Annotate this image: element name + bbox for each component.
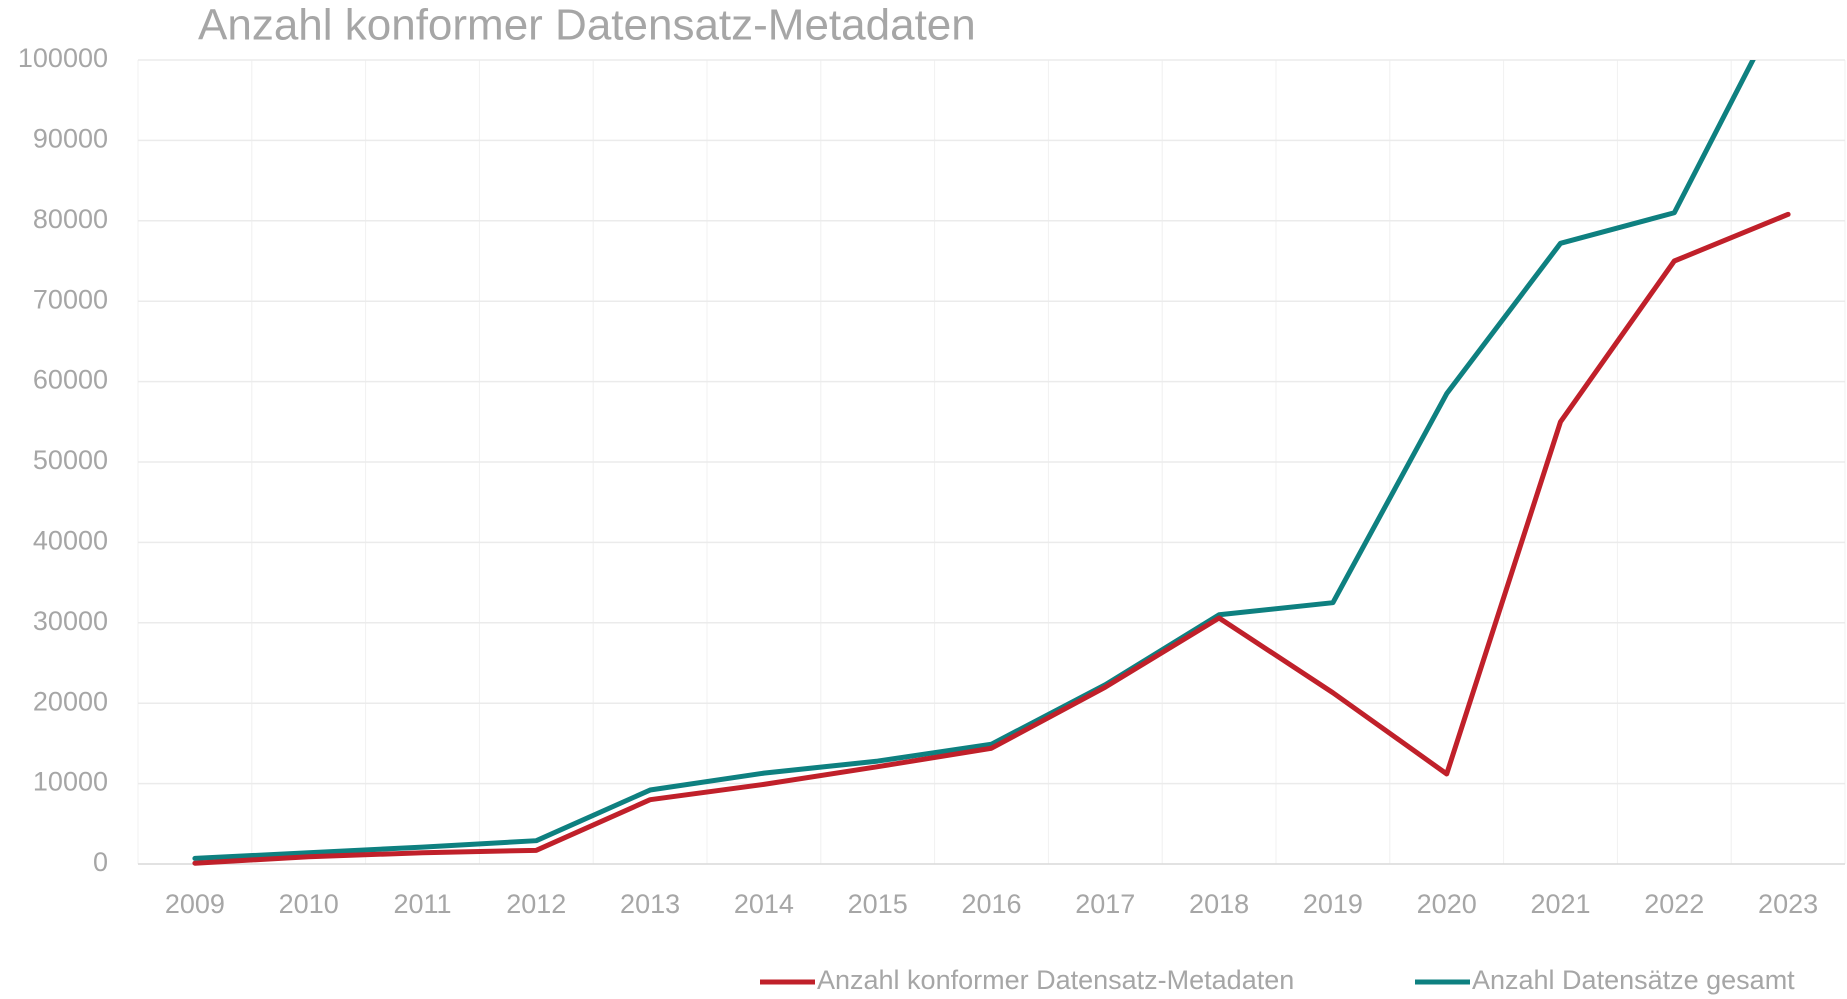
x-tick-label: 2009 bbox=[165, 889, 225, 919]
x-tick-label: 2022 bbox=[1644, 889, 1704, 919]
legend-label: Anzahl Datensätze gesamt bbox=[1472, 965, 1795, 995]
y-tick-label: 60000 bbox=[33, 365, 108, 395]
x-tick-label: 2018 bbox=[1189, 889, 1249, 919]
y-tick-label: 40000 bbox=[33, 526, 108, 556]
x-tick-label: 2017 bbox=[1075, 889, 1135, 919]
x-tick-label: 2023 bbox=[1758, 889, 1818, 919]
x-tick-label: 2014 bbox=[734, 889, 794, 919]
y-tick-label: 10000 bbox=[33, 767, 108, 797]
x-tick-label: 2016 bbox=[961, 889, 1021, 919]
y-tick-label: 50000 bbox=[33, 445, 108, 475]
y-tick-label: 100000 bbox=[18, 43, 108, 73]
y-tick-label: 20000 bbox=[33, 686, 108, 716]
x-tick-label: 2013 bbox=[620, 889, 680, 919]
y-tick-label: 80000 bbox=[33, 204, 108, 234]
series-line bbox=[192, 211, 1791, 866]
y-tick-label: 90000 bbox=[33, 124, 108, 154]
chart-title: Anzahl konformer Datensatz-Metadaten bbox=[198, 1, 976, 50]
y-tick-label: 0 bbox=[93, 847, 108, 877]
x-tick-label: 2010 bbox=[279, 889, 339, 919]
x-tick-label: 2020 bbox=[1417, 889, 1477, 919]
series-line bbox=[192, 60, 1756, 861]
legend-label: Anzahl konformer Datensatz-Metadaten bbox=[817, 965, 1294, 995]
x-tick-label: 2012 bbox=[506, 889, 566, 919]
x-tick-label: 2019 bbox=[1303, 889, 1363, 919]
plot-area bbox=[192, 60, 1791, 866]
x-tick-label: 2021 bbox=[1530, 889, 1590, 919]
x-tick-label: 2015 bbox=[848, 889, 908, 919]
x-tick-label: 2011 bbox=[393, 889, 451, 919]
y-tick-label: 30000 bbox=[33, 606, 108, 636]
y-tick-label: 70000 bbox=[33, 284, 108, 314]
